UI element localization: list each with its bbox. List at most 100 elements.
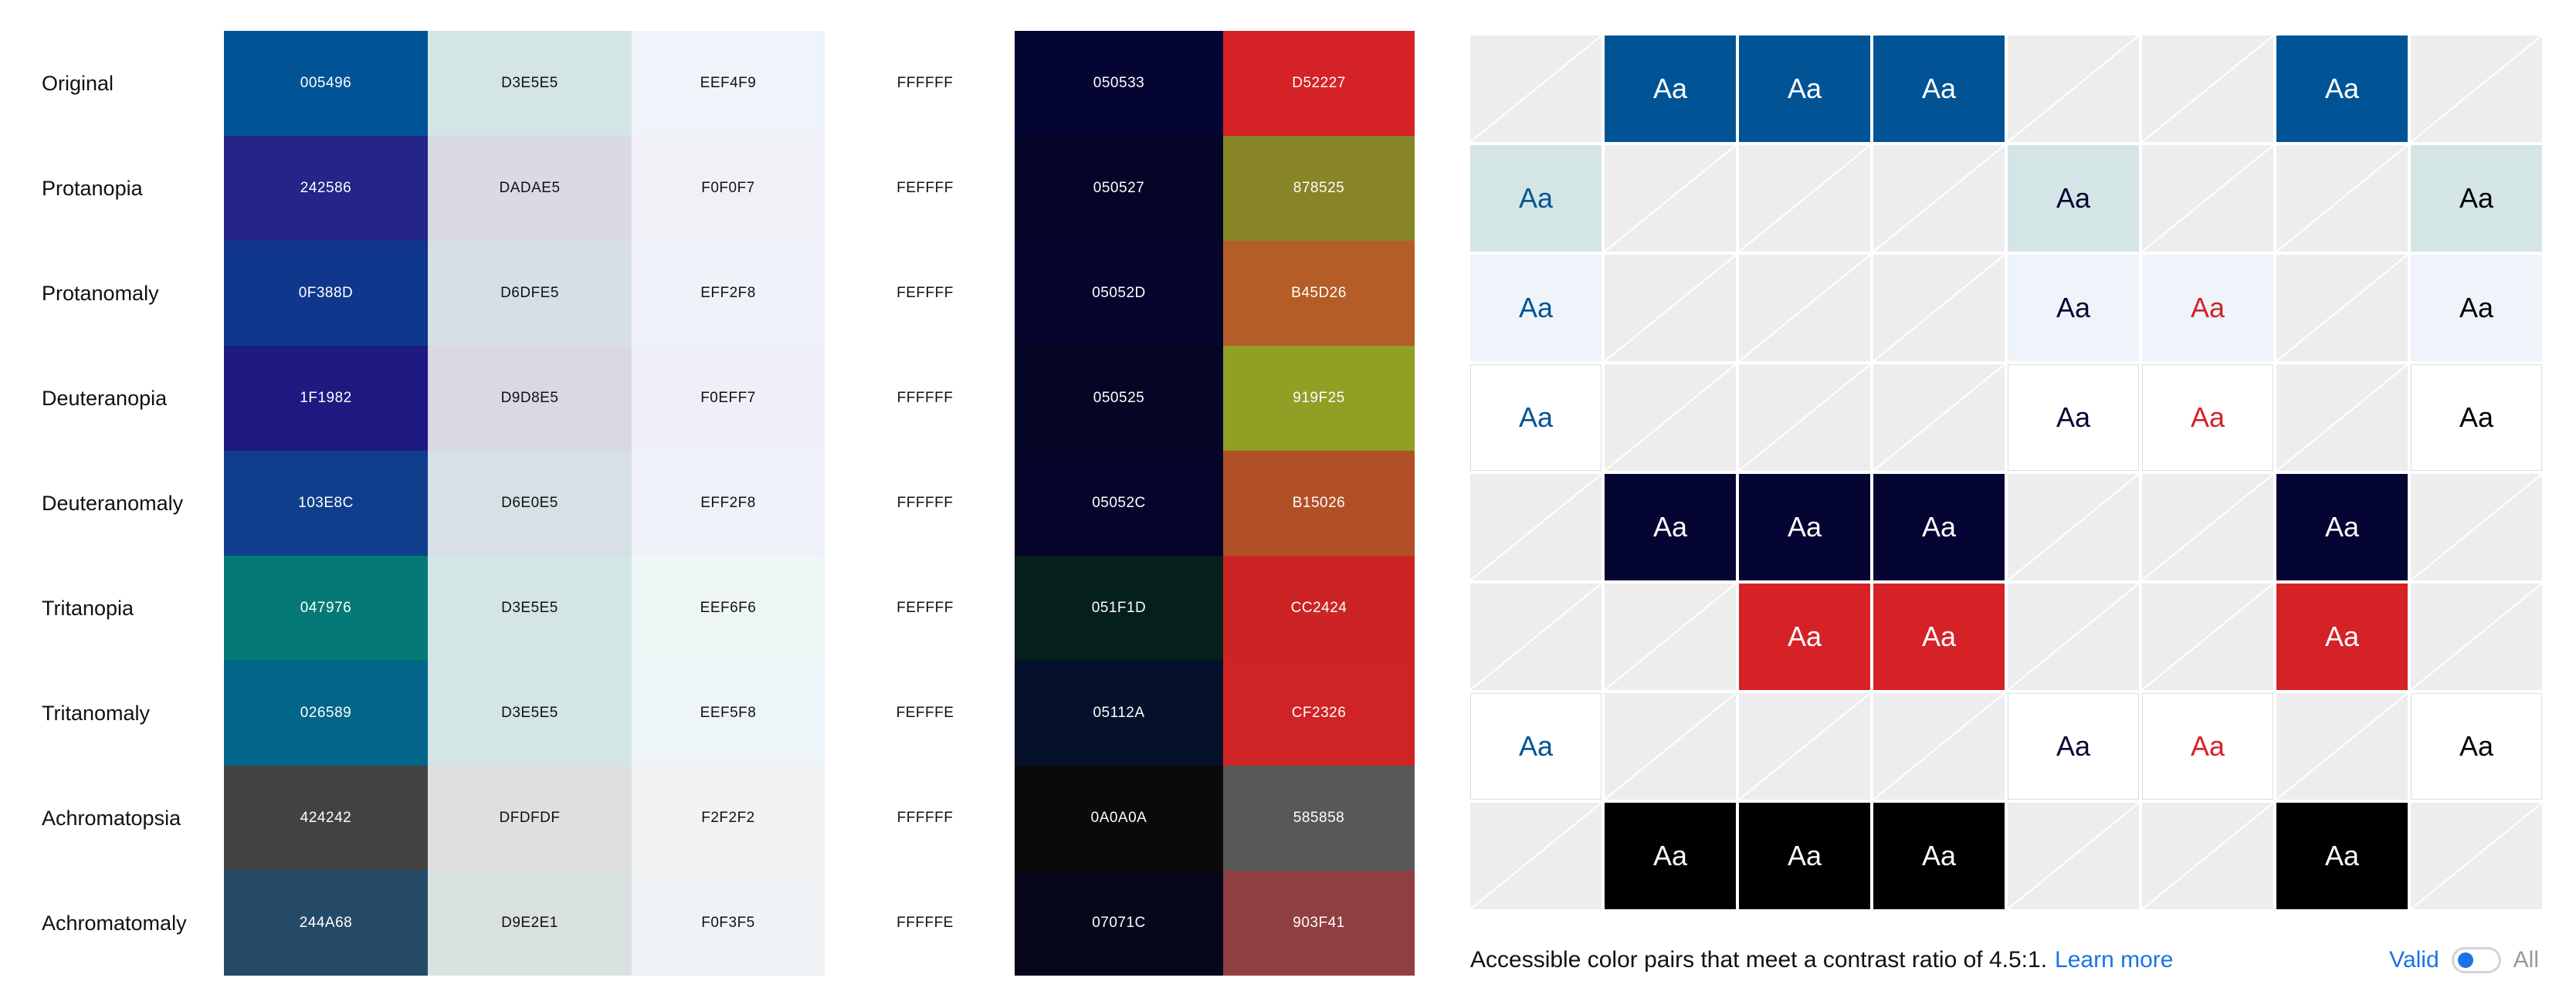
swatch-deuteranopia-4[interactable]: FFFFFF [836, 346, 1015, 451]
swatch-tritanopia-4[interactable]: FEFFFF [836, 556, 1015, 661]
swatch-protanomaly-3[interactable]: EFF2F8 [632, 241, 825, 346]
toggle-knob [2457, 952, 2473, 968]
grid-cell-empty [1739, 145, 1870, 252]
swatch-deuteranomaly-1[interactable]: 103E8C [224, 451, 428, 556]
grid-cell-empty [2411, 584, 2542, 690]
grid-cell-sample: Aa [1470, 145, 1602, 252]
swatch-tritanopia-1[interactable]: 047976 [224, 556, 428, 661]
grid-cell-empty [2008, 803, 2139, 909]
swatch-deuteranopia-3[interactable]: F0EFF7 [632, 346, 825, 451]
grid-cell-sample: Aa [2276, 803, 2408, 909]
swatch-protanomaly-4[interactable]: FEFFFF [836, 241, 1015, 346]
swatch-protanomaly-1[interactable]: 0F388D [224, 241, 428, 346]
swatch-deuteranomaly-5[interactable]: 05052C [1015, 451, 1223, 556]
swatch-deuteranopia-1[interactable]: 1F1982 [224, 346, 428, 451]
swatch-tritanomaly-6[interactable]: CF2326 [1223, 661, 1415, 766]
footer: Accessible color pairs that meet a contr… [1470, 943, 2539, 977]
swatch-deuteranopia-5[interactable]: 050525 [1015, 346, 1223, 451]
swatch-tritanopia-6[interactable]: CC2424 [1223, 556, 1415, 661]
swatch-protanomaly-5[interactable]: 05052D [1015, 241, 1223, 346]
swatch-tritanopia-2[interactable]: D3E5E5 [428, 556, 632, 661]
swatch-protanopia-4[interactable]: FEFFFF [836, 136, 1015, 241]
grid-cell-sample: Aa [1873, 803, 2005, 909]
swatch-achromatopsia-4[interactable]: FFFFFF [836, 766, 1015, 871]
swatch-protanopia-3[interactable]: F0F0F7 [632, 136, 825, 241]
row-label-achromatopsia: Achromatopsia [42, 806, 181, 830]
swatch-protanopia-2[interactable]: DADAE5 [428, 136, 632, 241]
swatch-achromatomaly-6[interactable]: 903F41 [1223, 871, 1415, 976]
swatch-deuteranopia-6[interactable]: 919F25 [1223, 346, 1415, 451]
row-label-original: Original [42, 71, 114, 95]
grid-cell-empty [2411, 803, 2542, 909]
swatch-deuteranomaly-2[interactable]: D6E0E5 [428, 451, 632, 556]
swatch-achromatopsia-1[interactable]: 424242 [224, 766, 428, 871]
swatch-tritanomaly-2[interactable]: D3E5E5 [428, 661, 632, 766]
swatch-achromatopsia-5[interactable]: 0A0A0A [1015, 766, 1223, 871]
swatch-original-3[interactable]: EEF4F9 [632, 31, 825, 136]
grid-cell-sample: Aa [2142, 364, 2273, 471]
swatch-achromatomaly-4[interactable]: FFFFFE [836, 871, 1015, 976]
swatch-achromatopsia-6[interactable]: 585858 [1223, 766, 1415, 871]
swatch-deuteranomaly-4[interactable]: FFFFFF [836, 451, 1015, 556]
swatch-achromatopsia-2[interactable]: DFDFDF [428, 766, 632, 871]
grid-cell-empty [2276, 255, 2408, 361]
palette-column-6: D52227 878525 B45D26 919F25 B15026 CC2424 CF23… [1223, 31, 1415, 976]
grid-cell-empty [1605, 255, 1736, 361]
grid-cell-empty [1873, 145, 2005, 252]
all-label[interactable]: All [2513, 947, 2539, 973]
grid-cell-sample: Aa [2411, 255, 2542, 361]
swatch-deuteranomaly-6[interactable]: B15026 [1223, 451, 1415, 556]
grid-cell-sample: Aa [1739, 803, 1870, 909]
grid-cell-empty [1739, 364, 1870, 471]
learn-more-link[interactable]: Learn more [2055, 947, 2174, 973]
swatch-original-6[interactable]: D52227 [1223, 31, 1415, 136]
swatch-tritanomaly-4[interactable]: FEFFFE [836, 661, 1015, 766]
grid-cell-sample: Aa [1470, 364, 1602, 471]
grid-cell-empty [2411, 36, 2542, 142]
valid-label[interactable]: Valid [2389, 947, 2439, 973]
grid-cell-empty [2142, 145, 2273, 252]
swatch-protanopia-1[interactable]: 242586 [224, 136, 428, 241]
swatch-deuteranomaly-3[interactable]: EFF2F8 [632, 451, 825, 556]
palette-column-2: D3E5E5 DADAE5 D6DFE5 D9D8E5 D6E0E5 D3E5E5 D3E5… [428, 31, 632, 976]
grid-cell-empty [1470, 803, 1602, 909]
swatch-protanopia-6[interactable]: 878525 [1223, 136, 1415, 241]
swatch-original-1[interactable]: 005496 [224, 31, 428, 136]
grid-cell-sample: Aa [1605, 803, 1736, 909]
swatch-achromatomaly-1[interactable]: 244A68 [224, 871, 428, 976]
swatch-achromatomaly-5[interactable]: 07071C [1015, 871, 1223, 976]
row-labels: Original Protanopia Protanomaly Deuteranopi… [42, 31, 219, 976]
swatch-tritanopia-3[interactable]: EEF6F6 [632, 556, 825, 661]
grid-cell-sample: Aa [1605, 474, 1736, 580]
swatch-protanomaly-6[interactable]: B45D26 [1223, 241, 1415, 346]
swatch-tritanopia-5[interactable]: 051F1D [1015, 556, 1223, 661]
grid-cell-sample: Aa [2008, 255, 2139, 361]
grid-cell-empty [1605, 364, 1736, 471]
swatch-tritanomaly-1[interactable]: 026589 [224, 661, 428, 766]
grid-cell-sample: Aa [2411, 145, 2542, 252]
grid-cell-sample: Aa [1873, 36, 2005, 142]
grid-cell-empty [2276, 364, 2408, 471]
swatch-original-2[interactable]: D3E5E5 [428, 31, 632, 136]
palette-column-3: EEF4F9 F0F0F7 EFF2F8 F0EFF7 EFF2F8 EEF6F6 EEF5… [632, 31, 825, 976]
swatch-achromatomaly-3[interactable]: F0F3F5 [632, 871, 825, 976]
swatch-protanomaly-2[interactable]: D6DFE5 [428, 241, 632, 346]
swatch-tritanomaly-5[interactable]: 05112A [1015, 661, 1223, 766]
grid-cell-sample: Aa [1470, 693, 1602, 800]
row-label-tritanomaly: Tritanomaly [42, 701, 151, 725]
swatch-achromatomaly-2[interactable]: D9E2E1 [428, 871, 632, 976]
grid-cell-empty [2276, 145, 2408, 252]
swatch-achromatopsia-3[interactable]: F2F2F2 [632, 766, 825, 871]
valid-all-toggle[interactable] [2451, 947, 2501, 973]
contrast-grid: Aa Aa Aa Aa Aa Aa Aa Aa Aa Aa Aa Aa Aa Aa Aa Aa Aa Aa Aa Aa… [1470, 36, 2542, 909]
row-label-deuteranopia: Deuteranopia [42, 386, 168, 410]
swatch-protanopia-5[interactable]: 050527 [1015, 136, 1223, 241]
palette-column-5: 050533 050527 05052D 050525 05052C 051F1D 0511… [1015, 31, 1223, 976]
swatch-tritanomaly-3[interactable]: EEF5F8 [632, 661, 825, 766]
swatch-original-5[interactable]: 050533 [1015, 31, 1223, 136]
grid-cell-empty [2142, 474, 2273, 580]
grid-cell-empty [1739, 255, 1870, 361]
swatch-deuteranopia-2[interactable]: D9D8E5 [428, 346, 632, 451]
swatch-original-4[interactable]: FFFFFF [836, 31, 1015, 136]
grid-cell-sample: Aa [1605, 36, 1736, 142]
